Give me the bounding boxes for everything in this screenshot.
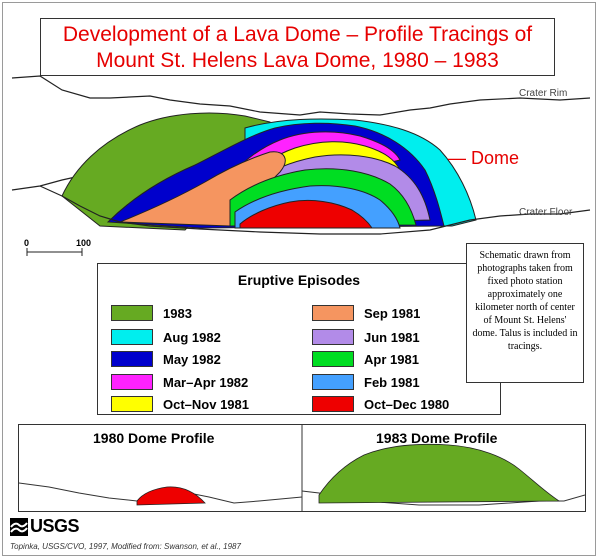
page-frame (2, 2, 596, 556)
legend-title: Eruptive Episodes (237, 272, 361, 288)
legend-item: 1983 (111, 304, 192, 322)
legend-label: Feb 1981 (364, 374, 420, 390)
legend-label: Oct–Nov 1981 (163, 396, 249, 412)
legend-swatch (111, 305, 153, 321)
crater-rim-label: Crater Rim (519, 88, 567, 99)
legend-item: Sep 1981 (312, 304, 420, 322)
legend-label: Oct–Dec 1980 (364, 396, 450, 412)
profile-1980-dome (136, 486, 206, 506)
legend-swatch (111, 396, 153, 412)
title-box: Development of a Lava Dome – Profile Tra… (40, 18, 555, 76)
legend-item: Aug 1982 (111, 328, 221, 346)
usgs-logo-icon (10, 517, 28, 536)
crater-floor-line (39, 185, 591, 235)
scale-label-0: 0 (24, 238, 29, 248)
profiles-drawing (19, 425, 585, 511)
credit-line: Topinka, USGS/CVO, 1997, Modified from: … (10, 542, 241, 551)
legend-swatch (111, 329, 153, 345)
legend-label: May 1982 (163, 351, 221, 367)
legend-label: Sep 1981 (364, 305, 421, 321)
legend-label: 1983 (163, 305, 192, 321)
legend: Eruptive Episodes 1983 Aug 1982 May 1982… (97, 263, 501, 415)
legend-label: Apr 1981 (364, 351, 419, 367)
legend-item: Mar–Apr 1982 (111, 373, 248, 391)
profiles-panel: 1980 Dome Profile 1983 Dome Profile (18, 424, 586, 512)
scale-bar: 0 100 meters (24, 238, 91, 256)
legend-item: Feb 1981 (312, 373, 420, 391)
legend-swatch (312, 351, 354, 367)
legend-swatch (111, 351, 153, 367)
crater-floor-label: Crater Floor (519, 207, 573, 218)
title-line-1: Development of a Lava Dome – Profile Tra… (62, 23, 533, 46)
usgs-logo-text: USGS (30, 516, 80, 536)
scale-label-100: 100 (76, 238, 91, 248)
dome-cross-section: Crater Rim Crater Floor — Dome 0 100 met… (11, 75, 591, 256)
legend-label: Mar–Apr 1982 (163, 374, 249, 390)
schematic-note: Schematic drawn from photographs taken f… (466, 243, 584, 383)
legend-swatch (312, 374, 354, 390)
title-line-2: Mount St. Helens Lava Dome, 1980 – 1983 (96, 49, 499, 72)
legend-item: Apr 1981 (312, 350, 419, 368)
legend-item: May 1982 (111, 350, 221, 368)
legend-label: Jun 1981 (364, 329, 420, 345)
legend-label: Aug 1982 (163, 329, 221, 345)
crater-wall-line (11, 175, 81, 191)
dome-label: — Dome (448, 148, 519, 168)
legend-item: Oct–Dec 1980 (312, 395, 449, 413)
profile-1980-title: 1980 Dome Profile (93, 430, 215, 446)
profile-1983-dome (318, 443, 561, 504)
usgs-logo: USGS (10, 516, 80, 537)
legend-item: Jun 1981 (312, 328, 420, 346)
dome-layer-oct-dec-1980 (239, 199, 373, 229)
legend-swatch (312, 396, 354, 412)
legend-swatch (111, 374, 153, 390)
legend-swatch (312, 329, 354, 345)
crater-rim-line (11, 75, 591, 116)
legend-swatch (312, 305, 354, 321)
legend-item: Oct–Nov 1981 (111, 395, 249, 413)
profile-1983-title: 1983 Dome Profile (376, 430, 498, 446)
